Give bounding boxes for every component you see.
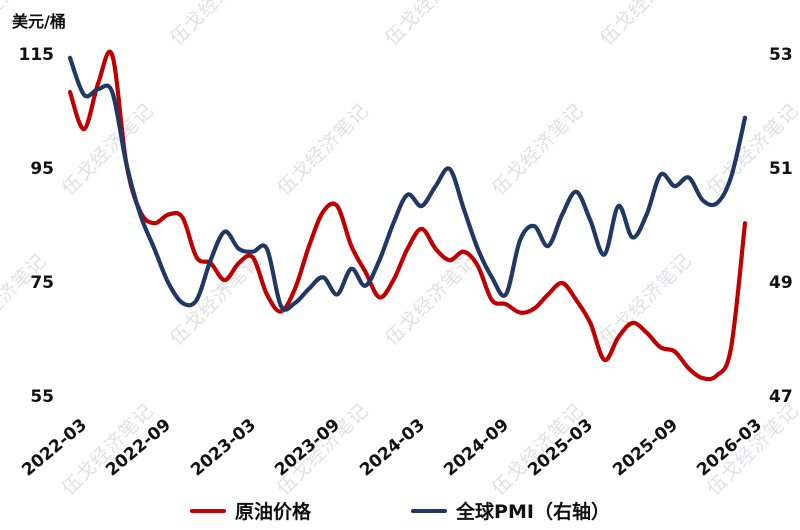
legend-label-global-pmi: 全球PMI（右轴） — [456, 501, 610, 523]
legend-item-global-pmi: 全球PMI（右轴） — [411, 497, 610, 524]
legend-label-oil-price: 原油价格 — [235, 501, 312, 523]
global-pmi-line — [67, 55, 748, 312]
global-pmi-line-swatch — [411, 508, 448, 513]
right-axis-tick-label: 49 — [769, 273, 793, 293]
right-axis-tick-label: 47 — [769, 387, 793, 407]
oil-price-line-swatch — [190, 508, 227, 513]
left-axis-tick-label: 55 — [30, 387, 54, 407]
right-axis-tick-label: 51 — [769, 159, 793, 179]
left-axis-tick-label: 95 — [30, 159, 54, 179]
legend: 原油价格 全球PMI（右轴） — [0, 497, 800, 524]
left-axis-tick-label: 115 — [18, 45, 55, 65]
left-axis-unit-label: 美元/桶 — [12, 12, 66, 31]
oil-price-line — [67, 49, 748, 382]
right-axis-tick-label: 53 — [769, 45, 793, 65]
left-axis-tick-label: 75 — [30, 273, 54, 293]
legend-item-oil-price: 原油价格 — [190, 497, 311, 524]
